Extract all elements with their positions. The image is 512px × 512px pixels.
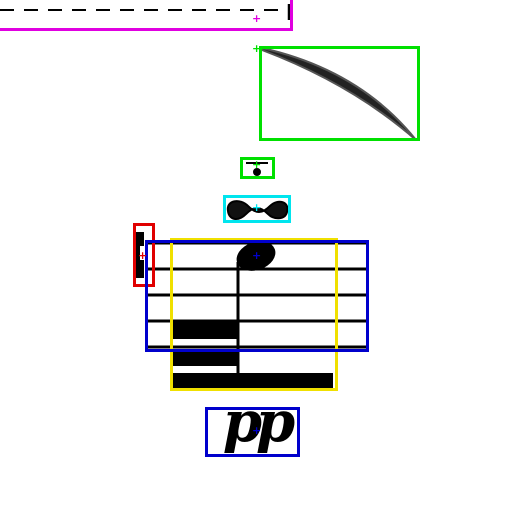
turn-ornament-glyph <box>226 200 289 220</box>
marker-turn-ornament: + <box>252 201 262 214</box>
marker-dynamic-pp: + <box>252 424 262 437</box>
bbox-accidental <box>133 223 155 287</box>
bbox-dynamic-pp <box>205 407 300 457</box>
bbox-staff <box>145 240 369 352</box>
octave-dashed-line <box>0 4 291 20</box>
fermata-glyph <box>246 162 268 176</box>
accidental-glyph <box>136 232 147 278</box>
marker-note: + <box>252 249 262 262</box>
marker-octave-line: + <box>252 12 262 25</box>
bbox-fermata <box>240 157 275 179</box>
marker-accidental: + <box>138 249 148 262</box>
bbox-note-with-beams <box>170 238 338 391</box>
bbox-octave-line <box>0 0 293 31</box>
dynamic-pp-text: pp <box>222 389 295 455</box>
note-beams <box>173 321 333 389</box>
note-head <box>236 241 276 271</box>
bbox-turn-ornament <box>223 195 291 223</box>
marker-fermata: + <box>252 158 262 171</box>
bbox-slur <box>259 46 420 141</box>
marker-slur: + <box>252 42 262 55</box>
